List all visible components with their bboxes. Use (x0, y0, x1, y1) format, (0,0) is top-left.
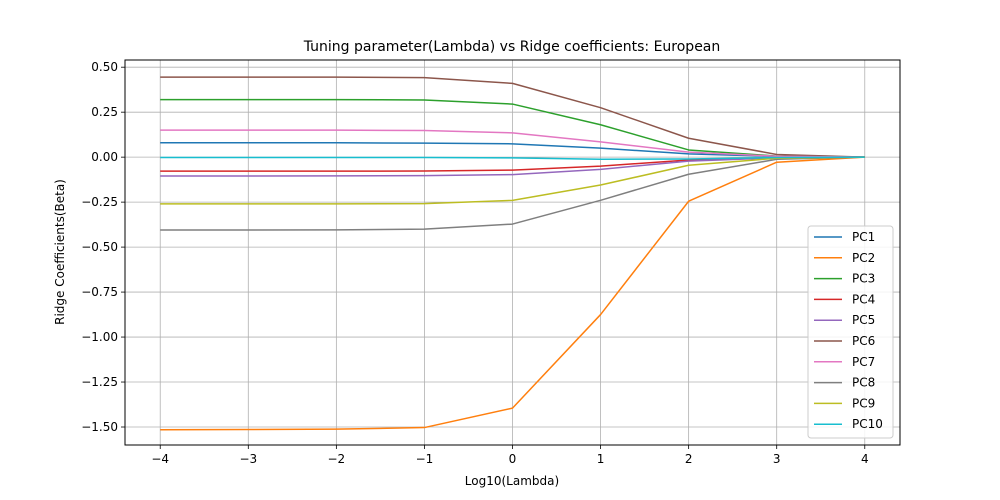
x-tick-label: −4 (151, 452, 169, 466)
y-tick-label: −1.50 (81, 420, 118, 434)
y-tick-label: −0.75 (81, 285, 118, 299)
legend-label-pc7: PC7 (852, 355, 875, 369)
legend-label-pc3: PC3 (852, 272, 875, 286)
x-tick-label: 2 (685, 452, 693, 466)
y-axis-ticks: 0.50 0.25 0.00 −0.25 −0.50 −0.75 −1.00 −1.25 −1.… (81, 60, 125, 434)
x-tick-label: 1 (597, 452, 605, 466)
series-line-pc7 (160, 129, 865, 158)
series-line-pc9 (160, 156, 865, 205)
y-tick-label: −1.25 (81, 375, 118, 389)
y-tick-label: −0.25 (81, 195, 118, 209)
y-tick-label: 0.50 (91, 60, 118, 74)
x-tick-label: 0 (509, 452, 517, 466)
y-axis-label: Ridge Coefficients(Beta) (53, 179, 67, 325)
series-line-pc10 (160, 156, 865, 161)
x-tick-label: 4 (861, 452, 869, 466)
series-line-pc5 (160, 156, 865, 177)
x-tick-label: −2 (328, 452, 346, 466)
series-line-pc8 (160, 156, 865, 231)
y-tick-label: −0.50 (81, 240, 118, 254)
legend-label-pc2: PC2 (852, 251, 875, 265)
legend-label-pc4: PC4 (852, 292, 875, 306)
series-lines (160, 76, 865, 431)
x-tick-label: 3 (773, 452, 781, 466)
legend-label-pc6: PC6 (852, 334, 875, 348)
series-line-pc6 (160, 76, 865, 158)
legend-label-pc9: PC9 (852, 396, 875, 410)
legend: PC1 PC2 PC3 PC4 PC5 PC6 PC7 PC8 PC9 PC10 (807, 225, 894, 439)
x-axis-ticks: −4 −3 −2 −1 0 1 2 3 4 (151, 445, 869, 466)
grid-lines (125, 60, 900, 445)
x-axis-label: Log10(Lambda) (465, 474, 559, 488)
series-line-pc3 (160, 98, 865, 158)
x-tick-label: −3 (239, 452, 257, 466)
legend-label-pc10: PC10 (852, 417, 883, 431)
chart-title: Tuning parameter(Lambda) vs Ridge coeffi… (303, 39, 721, 55)
y-tick-label: 0.00 (91, 150, 118, 164)
y-tick-label: −1.00 (81, 330, 118, 344)
y-tick-label: 0.25 (91, 105, 118, 119)
x-tick-label: −1 (416, 452, 434, 466)
series-line-pc2 (160, 156, 865, 431)
legend-label-pc1: PC1 (852, 230, 875, 244)
legend-label-pc5: PC5 (852, 313, 875, 327)
legend-label-pc8: PC8 (852, 376, 875, 390)
